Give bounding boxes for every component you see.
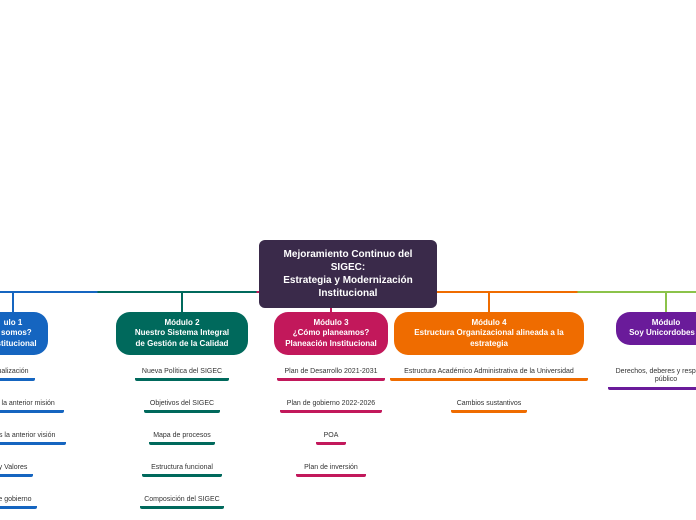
leaf-node: POA [316, 430, 346, 445]
leaf-node: Estructura funcional [142, 462, 222, 477]
leaf-node: canzamos la anterior visión [0, 430, 66, 445]
leaf-node: Plan de Desarrollo 2021-2031 [277, 366, 386, 381]
leaf-node: Estructura Académico Administrativa de l… [390, 366, 589, 381]
leaf-node: Derechos, deberes y responsabipúblico [608, 366, 696, 390]
leaf-node: y Valores [0, 462, 33, 477]
leaf-node: Composición del SIGEC [140, 494, 224, 509]
leaf-node: anzamos la anterior misión [0, 398, 64, 413]
root-node: Mejoramiento Continuo del SIGEC:Estrateg… [259, 240, 437, 308]
module-node: Módulo 3¿Cómo planeamos?Planeación Insti… [274, 312, 388, 355]
leaf-node: Plan de gobierno 2022-2026 [280, 398, 382, 413]
leaf-node: Cambios sustantivos [451, 398, 527, 413]
leaf-node: Objetivos del SIGEC [144, 398, 220, 413]
leaf-node: ualización [0, 366, 35, 381]
leaf-node: de gobierno [0, 494, 37, 509]
module-node: Módulo 4Estructura Organizacional alinea… [394, 312, 584, 355]
leaf-node: Mapa de procesos [149, 430, 215, 445]
module-node: MóduloSoy Unicordobes C [616, 312, 696, 345]
mindmap-canvas: Mejoramiento Continuo del SIGEC:Estrateg… [0, 0, 696, 520]
leaf-node: Plan de inversión [296, 462, 365, 477]
module-node: ulo 1s somos?Institucional [0, 312, 48, 355]
leaf-node: Nueva Política del SIGEC [135, 366, 229, 381]
module-node: Módulo 2Nuestro Sistema Integralde Gesti… [116, 312, 248, 355]
